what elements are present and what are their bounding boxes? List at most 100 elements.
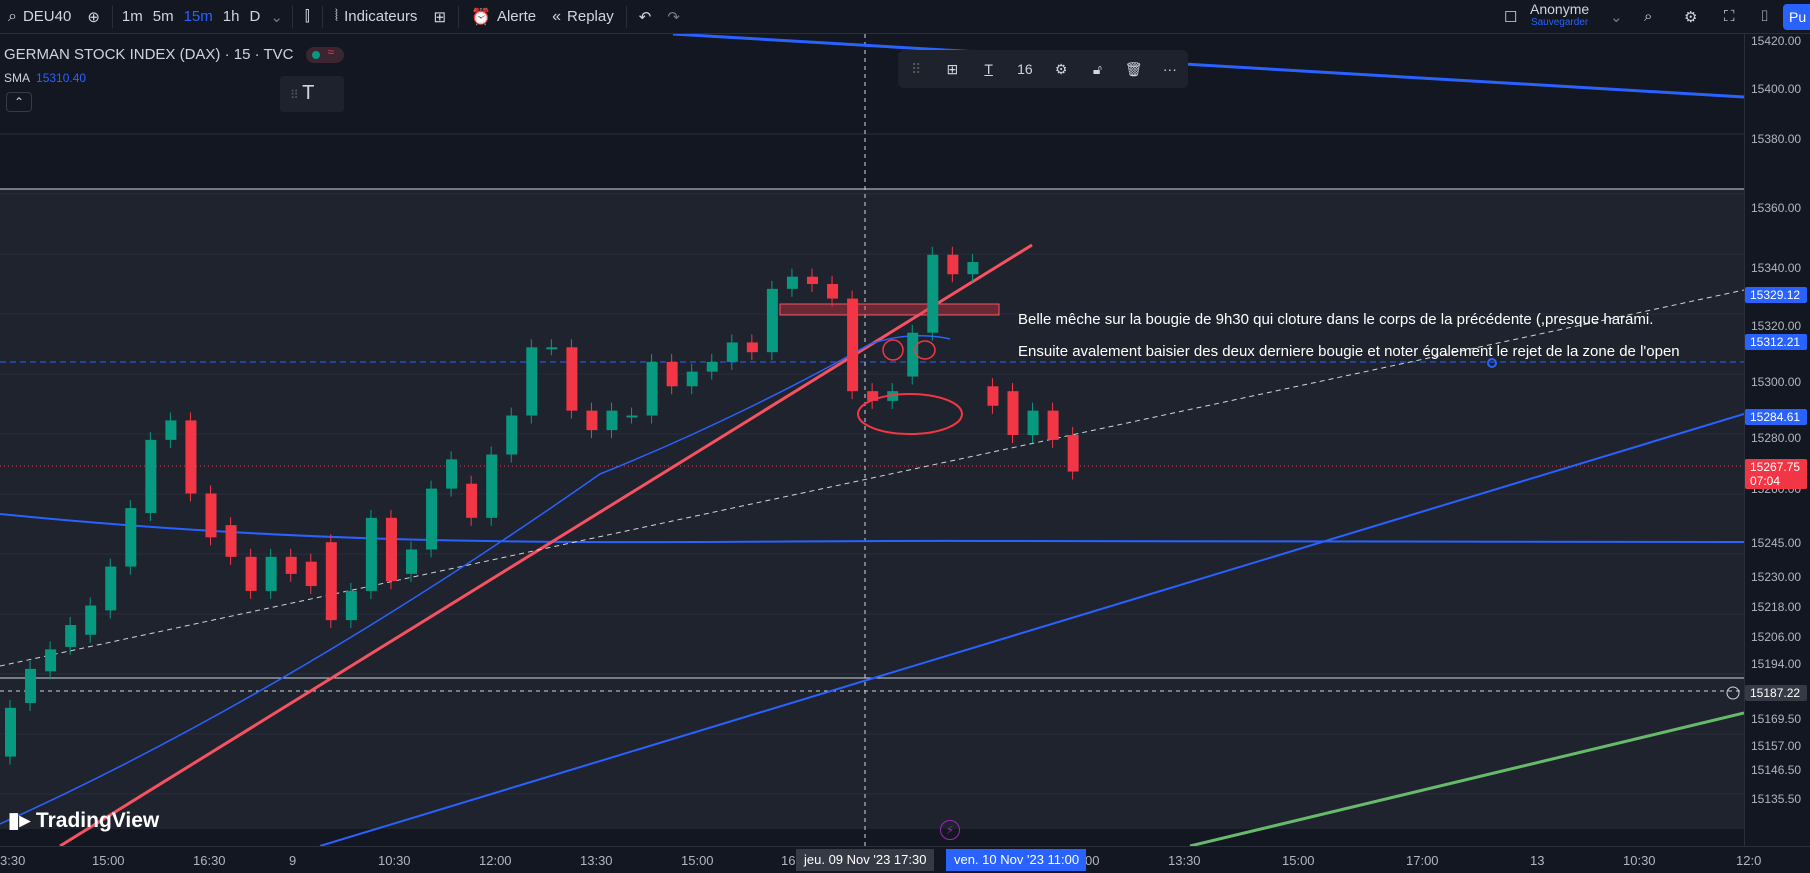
template-icon[interactable]: ⊞ xyxy=(946,60,959,77)
publish-button[interactable]: Pu xyxy=(1783,4,1810,30)
top-toolbar: ⌕ DEU40 ⊕ 1m 5m 15m 1h D ⌄ ⫿ ⦚ Indicateurs… xyxy=(0,0,1810,34)
sma-label: SMA xyxy=(4,71,31,85)
interval-dropdown-icon[interactable]: ⌄ xyxy=(270,8,283,26)
price-tick: 15206.00 xyxy=(1751,630,1802,644)
drag-handle-icon[interactable]: ⠿ xyxy=(910,60,922,77)
candle-body xyxy=(807,276,818,284)
symbol-search[interactable]: ⌕ DEU40 xyxy=(0,0,79,34)
market-status-badge xyxy=(305,45,344,64)
time-axis[interactable]: 3:30 15:00 16:30 9 10:30 12:00 13:30 15:00 16 00 1… xyxy=(0,846,1810,873)
annotation-circle xyxy=(914,340,936,360)
interval-15m[interactable]: 15m xyxy=(183,8,213,25)
divider xyxy=(458,5,460,28)
interval-1m[interactable]: 1m xyxy=(121,8,143,25)
redo-button[interactable]: ↷ xyxy=(659,0,688,34)
candle-body xyxy=(365,517,377,591)
price-tick: 15320.00 xyxy=(1751,319,1802,333)
lightning-icon[interactable]: ⚡︎ xyxy=(940,820,960,840)
candle-body xyxy=(1027,410,1039,436)
lock-icon[interactable]: 🔓︎ xyxy=(1092,60,1102,77)
price-tick: 15300.00 xyxy=(1751,375,1802,389)
candle-body xyxy=(566,347,578,411)
trendline-top xyxy=(672,34,1744,99)
alert-button[interactable]: ⏰ Alerte xyxy=(463,0,544,34)
price-tick: 15280.00 xyxy=(1751,431,1802,445)
square-icon: ☐ xyxy=(1504,8,1518,26)
candle-body xyxy=(827,283,839,299)
candles-icon: ⫿ xyxy=(304,8,310,25)
user-menu-chevron-icon[interactable]: ⌄ xyxy=(1610,8,1623,26)
symbol-title: GERMAN STOCK INDEX (DAX) · 15 · TVC xyxy=(4,46,294,63)
divider xyxy=(625,5,627,28)
undo-icon: ↶ xyxy=(638,8,652,26)
indicators-button[interactable]: ⦚ Indicateurs xyxy=(327,0,426,34)
price-axis[interactable]: 15420.00 15400.00 15380.00 15360.00 15340.00… xyxy=(1744,34,1810,846)
price-tick: 15194.00 xyxy=(1751,657,1802,671)
grid-icon: ⊞ xyxy=(433,8,447,26)
range-time-label: ven. 10 Nov '23 11:00 xyxy=(946,849,1086,871)
more-icon[interactable]: ··· xyxy=(1162,61,1177,77)
quick-search-button[interactable]: ⌕ xyxy=(1636,0,1660,34)
candle-body xyxy=(406,549,417,574)
fullscreen-button[interactable]: ⛶ xyxy=(1716,0,1743,34)
price-tick: 15245.00 xyxy=(1751,536,1802,550)
redo-icon: ↷ xyxy=(667,8,680,26)
annotation-text-2[interactable]: Ensuite avalement baisier des deux derni… xyxy=(1018,343,1680,360)
alarm-icon: ⏰ xyxy=(471,8,491,26)
sma-short xyxy=(0,334,951,825)
trash-icon[interactable]: 🗑︎ xyxy=(1124,60,1143,77)
layouts-button[interactable]: ⊞ xyxy=(425,0,454,34)
settings-button[interactable]: ⚙ xyxy=(1676,0,1705,34)
interval-d[interactable]: D xyxy=(249,8,261,25)
time-tick: 16:30 xyxy=(193,853,226,868)
annotation-text-1[interactable]: Belle mêche sur la bougie de 9h30 qui cl… xyxy=(1018,311,1654,328)
price-label: 15284.61 xyxy=(1745,409,1807,425)
text-color-icon[interactable]: T xyxy=(984,61,993,77)
chart-legend: GERMAN STOCK INDEX (DAX) · 15 · TVC xyxy=(4,45,344,64)
trendline-green xyxy=(1189,711,1744,846)
replay-button[interactable]: « Replay xyxy=(544,0,622,34)
candle-body xyxy=(1047,410,1059,440)
chart-pane[interactable] xyxy=(0,34,1744,846)
text-tool-handle[interactable]: ⠿ T xyxy=(280,76,344,112)
interval-1h[interactable]: 1h xyxy=(222,8,240,25)
replay-label: Replay xyxy=(567,8,614,25)
chart-canvas[interactable] xyxy=(0,34,1744,846)
price-label: 15187.22 xyxy=(1745,685,1807,701)
time-tick: 17:00 xyxy=(1406,853,1439,868)
undo-button[interactable]: ↶ xyxy=(631,0,660,34)
tradingview-logo[interactable]: ▮▸ TradingView xyxy=(8,809,160,832)
layout-square-button[interactable]: ☐ xyxy=(1496,0,1525,34)
candle-body xyxy=(987,386,999,406)
gear-icon[interactable]: ⚙ xyxy=(1054,60,1068,77)
user-menu[interactable]: Anonyme Sauvegarder xyxy=(1530,2,1589,30)
sma-legend[interactable]: SMA 15310.40 xyxy=(4,71,86,85)
candle-body xyxy=(25,668,37,703)
candle-body xyxy=(947,254,959,275)
compare-button[interactable]: ⊕ xyxy=(79,0,108,34)
rewind-icon: « xyxy=(552,7,562,25)
chart-type-button[interactable]: ⫿ xyxy=(297,0,318,34)
divider xyxy=(291,5,293,28)
time-tick: 13 xyxy=(1530,853,1545,868)
collapse-legend-button[interactable]: ⌃ xyxy=(6,92,32,112)
price-tick: 15135.50 xyxy=(1751,792,1802,806)
candle-body xyxy=(626,415,638,418)
price-label: 15312.21 xyxy=(1745,334,1807,350)
divider xyxy=(111,5,113,28)
indicators-label: Indicateurs xyxy=(344,8,418,25)
candle-body xyxy=(245,556,257,591)
trendline-dashed xyxy=(0,289,1744,667)
snapshot-button[interactable]: ⌷ xyxy=(1752,0,1777,34)
candle-body xyxy=(927,254,939,333)
font-size-button[interactable]: 16 xyxy=(1017,61,1033,77)
time-tick: 13:30 xyxy=(580,853,613,868)
candle-body xyxy=(907,332,919,377)
candle-body xyxy=(546,347,558,350)
price-tick: 15380.00 xyxy=(1751,132,1802,146)
candle-body xyxy=(446,459,458,489)
annotation-circle xyxy=(882,339,904,361)
price-label: 15329.12 xyxy=(1745,287,1807,303)
interval-5m[interactable]: 5m xyxy=(152,8,174,25)
candle-body xyxy=(486,454,498,518)
